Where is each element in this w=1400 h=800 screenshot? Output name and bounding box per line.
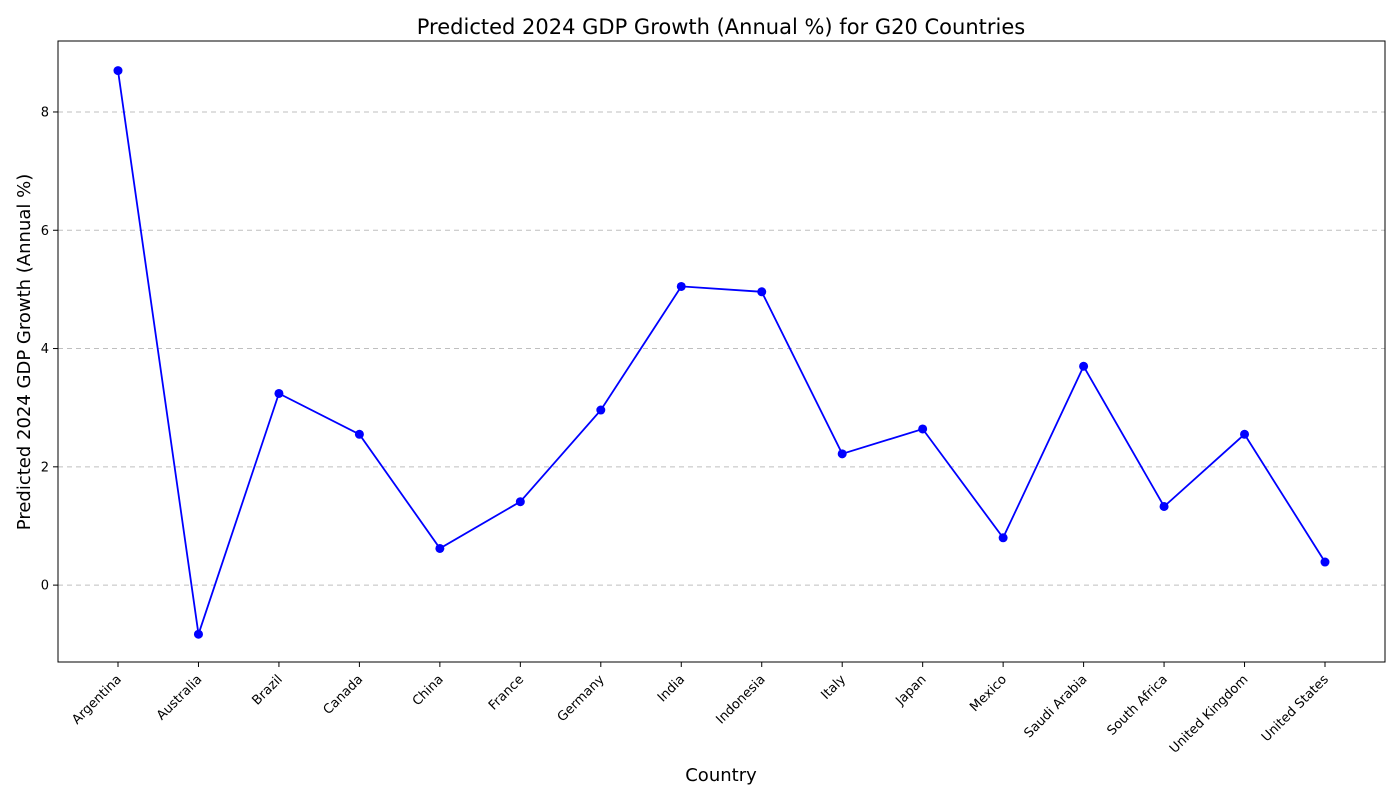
- x-tick-label: India: [655, 672, 688, 705]
- x-axis-title: Country: [685, 765, 757, 786]
- x-tick-label: Argentina: [69, 672, 124, 727]
- x-tick-label: Saudi Arabia: [1021, 672, 1090, 741]
- data-point: [1240, 429, 1250, 439]
- data-point: [918, 424, 928, 434]
- x-tick-label: France: [486, 672, 527, 713]
- y-tick-label: 6: [41, 224, 49, 239]
- x-tick-label: United States: [1259, 672, 1332, 745]
- x-tick-label: China: [410, 672, 447, 709]
- x-tick-label: Mexico: [967, 672, 1010, 715]
- data-point: [676, 281, 686, 291]
- plot-frame: [57, 40, 1386, 663]
- data-point: [1159, 501, 1169, 511]
- x-tick-label: Germany: [555, 672, 608, 725]
- chart-title: Predicted 2024 GDP Growth (Annual %) for…: [417, 15, 1025, 39]
- x-tick-label: Canada: [321, 672, 367, 718]
- data-point: [515, 497, 525, 507]
- x-tick-label: South Africa: [1104, 672, 1170, 738]
- y-axis: 0 2 4 6 8: [41, 105, 58, 594]
- data-point: [435, 543, 445, 553]
- y-axis-title: Predicted 2024 GDP Growth (Annual %): [14, 174, 35, 530]
- data-point: [354, 429, 364, 439]
- y-tick-label: 8: [41, 105, 49, 120]
- x-tick-label: Australia: [154, 672, 205, 723]
- data-point: [1320, 557, 1330, 567]
- series-line: [117, 70, 1326, 635]
- series-layer: [113, 66, 1330, 639]
- data-point: [1079, 361, 1089, 371]
- x-axis: Argentina Australia Brazil Canada China Franc…: [69, 662, 1332, 757]
- x-tick-label: Italy: [818, 672, 849, 703]
- x-tick-label: Japan: [893, 672, 930, 709]
- y-tick-label: 4: [41, 342, 49, 357]
- data-point: [274, 388, 284, 398]
- data-point: [837, 449, 847, 459]
- data-point: [998, 533, 1008, 543]
- y-tick-label: 0: [41, 579, 49, 594]
- data-point: [193, 629, 203, 639]
- grid-lines: [58, 111, 1385, 586]
- x-tick-label: Brazil: [250, 672, 286, 708]
- data-point: [113, 66, 123, 76]
- data-point: [757, 287, 767, 297]
- x-tick-label: Indonesia: [713, 672, 768, 727]
- data-point: [596, 405, 606, 415]
- y-tick-label: 2: [41, 460, 49, 475]
- x-tick-label: United Kingdom: [1167, 672, 1251, 756]
